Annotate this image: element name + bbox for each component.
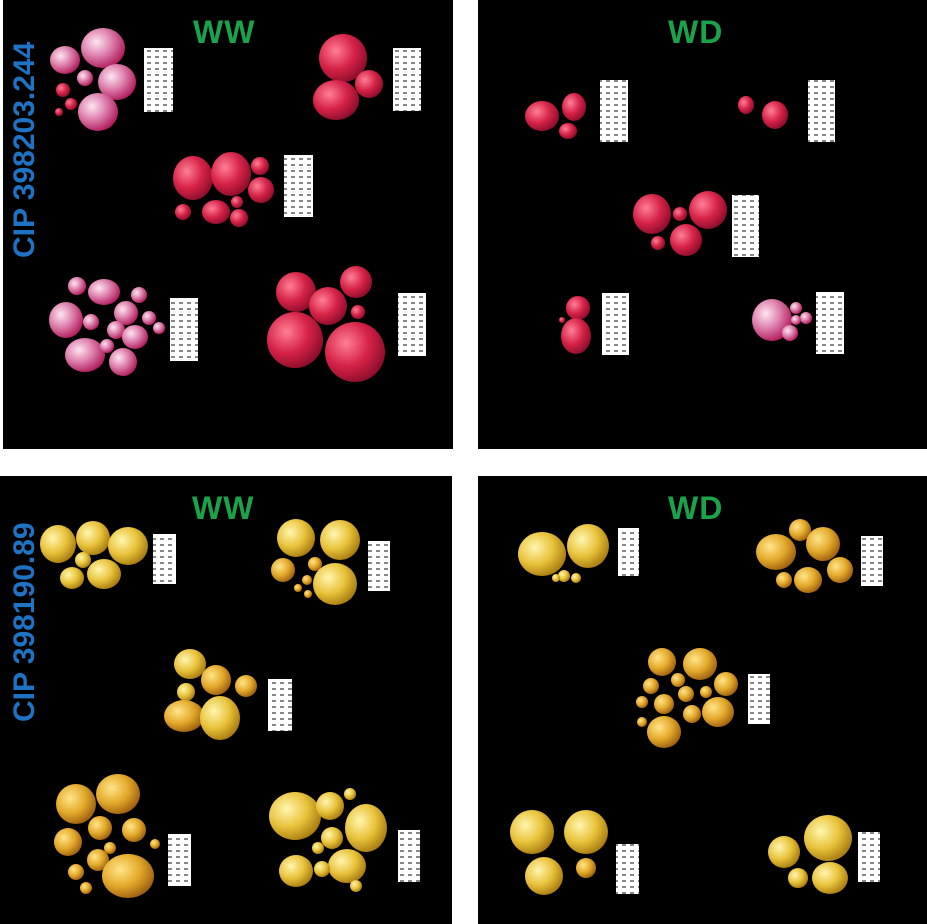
tuber-group-3 — [173, 152, 274, 227]
scale-ruler — [748, 674, 770, 724]
tuber-group-1 — [40, 521, 148, 589]
panel-top-right-wd: WD — [478, 0, 927, 449]
scale-ruler — [816, 292, 844, 354]
scale-ruler — [618, 528, 639, 576]
scale-ruler — [268, 679, 292, 731]
tuber-group-1 — [525, 93, 586, 139]
tuber-group-1 — [50, 28, 136, 131]
genotype-label-top: CIP 398203.244 — [8, 41, 41, 258]
scale-ruler — [616, 844, 639, 894]
tuber-group-4 — [49, 277, 165, 376]
scale-ruler — [600, 80, 628, 142]
tuber-group-5 — [267, 266, 385, 382]
scale-ruler — [732, 195, 759, 257]
tuber-group-2 — [313, 34, 383, 120]
tuber-group-2 — [271, 519, 360, 605]
condition-label-ww: WW — [193, 14, 256, 50]
scale-ruler — [398, 830, 420, 882]
scale-ruler — [144, 48, 173, 112]
tuber-group-5 — [269, 788, 387, 892]
tuber-group-5 — [768, 815, 852, 894]
panel-top-left-ww: WW — [3, 0, 453, 449]
tuber-group-5 — [752, 299, 812, 341]
tuber-group-3 — [633, 191, 727, 256]
tuber-group-2 — [756, 519, 853, 593]
tuber-group-1 — [518, 524, 609, 583]
tuber-photo-bottom-right — [510, 519, 883, 895]
tuber-group-2 — [738, 96, 788, 129]
scale-ruler — [168, 834, 191, 886]
scale-ruler — [861, 536, 883, 586]
scale-ruler — [170, 298, 198, 361]
scale-ruler — [393, 48, 421, 111]
tuber-group-3 — [636, 648, 738, 748]
scale-ruler — [284, 155, 313, 217]
tuber-photo-bottom-left — [40, 519, 420, 898]
scale-ruler — [368, 541, 390, 591]
scale-ruler — [153, 534, 176, 584]
genotype-label-bottom: CIP 398190.89 — [8, 522, 41, 722]
scale-ruler — [398, 293, 426, 356]
condition-label-wd: WD — [668, 14, 724, 50]
scale-ruler — [858, 832, 880, 882]
tuber-group-3 — [164, 649, 257, 740]
scale-ruler — [808, 80, 835, 142]
tuber-group-4 — [559, 296, 591, 354]
panel-bottom-left-ww: WW — [0, 476, 452, 924]
panel-bottom-right-wd: WD — [478, 476, 927, 924]
condition-label-wd: WD — [668, 490, 724, 526]
tuber-photo-top-right — [525, 80, 844, 355]
tuber-group-4 — [510, 810, 608, 895]
tuber-photo-top-left — [49, 28, 426, 382]
scale-ruler — [602, 293, 629, 355]
tuber-group-4 — [54, 774, 160, 898]
condition-label-ww: WW — [192, 490, 255, 526]
